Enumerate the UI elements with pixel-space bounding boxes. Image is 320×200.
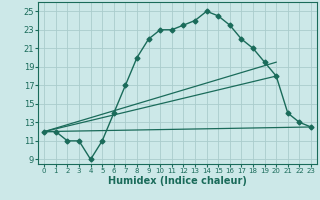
X-axis label: Humidex (Indice chaleur): Humidex (Indice chaleur) [108, 176, 247, 186]
